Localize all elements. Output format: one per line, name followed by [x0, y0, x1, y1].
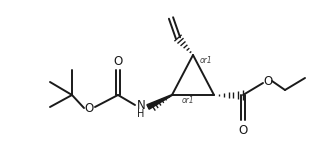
- Polygon shape: [147, 95, 172, 109]
- Text: N: N: [137, 98, 145, 112]
- Text: or1: or1: [200, 55, 212, 65]
- Text: O: O: [84, 101, 94, 115]
- Text: O: O: [113, 54, 123, 68]
- Text: O: O: [238, 124, 248, 136]
- Text: or1: or1: [182, 95, 195, 105]
- Text: H: H: [137, 109, 145, 119]
- Text: O: O: [263, 75, 273, 87]
